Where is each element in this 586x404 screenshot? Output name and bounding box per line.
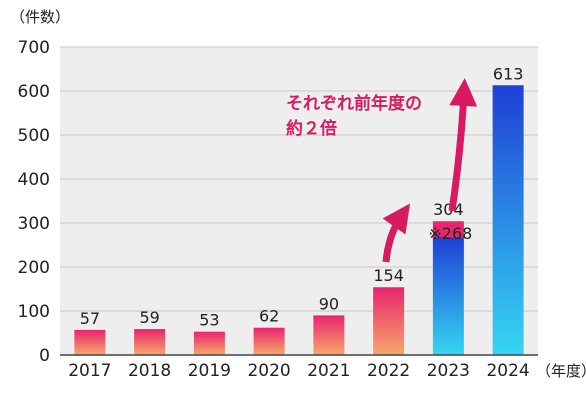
x-tick-label: 2019 (188, 361, 231, 381)
x-tick-label: 2022 (367, 361, 410, 381)
data-label-2018: 59 (139, 308, 159, 327)
y-tick-label: 600 (18, 82, 50, 102)
annotation-line1: それぞれ前年度の (286, 93, 422, 114)
x-tick-label: 2023 (427, 361, 470, 381)
x-tick-label: 2017 (68, 361, 111, 381)
annotation: それぞれ前年度の 約２倍 (286, 78, 478, 263)
bar-2021 (313, 315, 345, 355)
bar-2023-inner-segment (432, 237, 464, 355)
arrow-2023-to-2024 (448, 78, 478, 212)
annotation-line2: 約２倍 (286, 118, 337, 139)
bar-2018 (134, 329, 166, 355)
x-tick-label: 2021 (307, 361, 350, 381)
x-unit-label: （年度） (536, 362, 586, 380)
y-tick-label: 200 (18, 258, 50, 278)
arrow-2022-to-2023 (382, 203, 411, 263)
data-label-2022: 154 (373, 266, 404, 285)
y-axis-ticks: 0 100 200 300 400 500 600 700 (18, 38, 50, 366)
data-label-2024: 613 (493, 64, 524, 83)
y-tick-label: 300 (18, 214, 50, 234)
data-label-2023-inner: ※268 (428, 224, 472, 243)
y-tick-label: 0 (39, 346, 50, 366)
y-tick-label: 500 (18, 126, 50, 146)
data-label-2019: 53 (199, 311, 219, 330)
bar-2019 (193, 331, 225, 355)
data-label-2017: 57 (80, 309, 100, 328)
bar-2023-top-segment (432, 221, 464, 238)
bar-2020 (253, 327, 285, 355)
y-tick-label: 400 (18, 170, 50, 190)
y-tick-label: 100 (18, 302, 50, 322)
bars (74, 85, 524, 355)
bar-2024 (492, 85, 524, 355)
y-unit-label: （件数） (10, 8, 70, 26)
y-tick-label: 700 (18, 38, 50, 58)
data-label-2021: 90 (319, 294, 339, 313)
x-tick-label: 2018 (128, 361, 171, 381)
x-tick-label: 2020 (247, 361, 290, 381)
data-label-2020: 62 (259, 307, 279, 326)
bar-2017 (74, 329, 106, 355)
x-tick-label: 2024 (486, 361, 529, 381)
data-label-2023: 304 (433, 200, 464, 219)
bar-2022 (373, 287, 405, 355)
x-axis-ticks: 2017 2018 2019 2020 2021 2022 2023 2024 (68, 361, 530, 381)
